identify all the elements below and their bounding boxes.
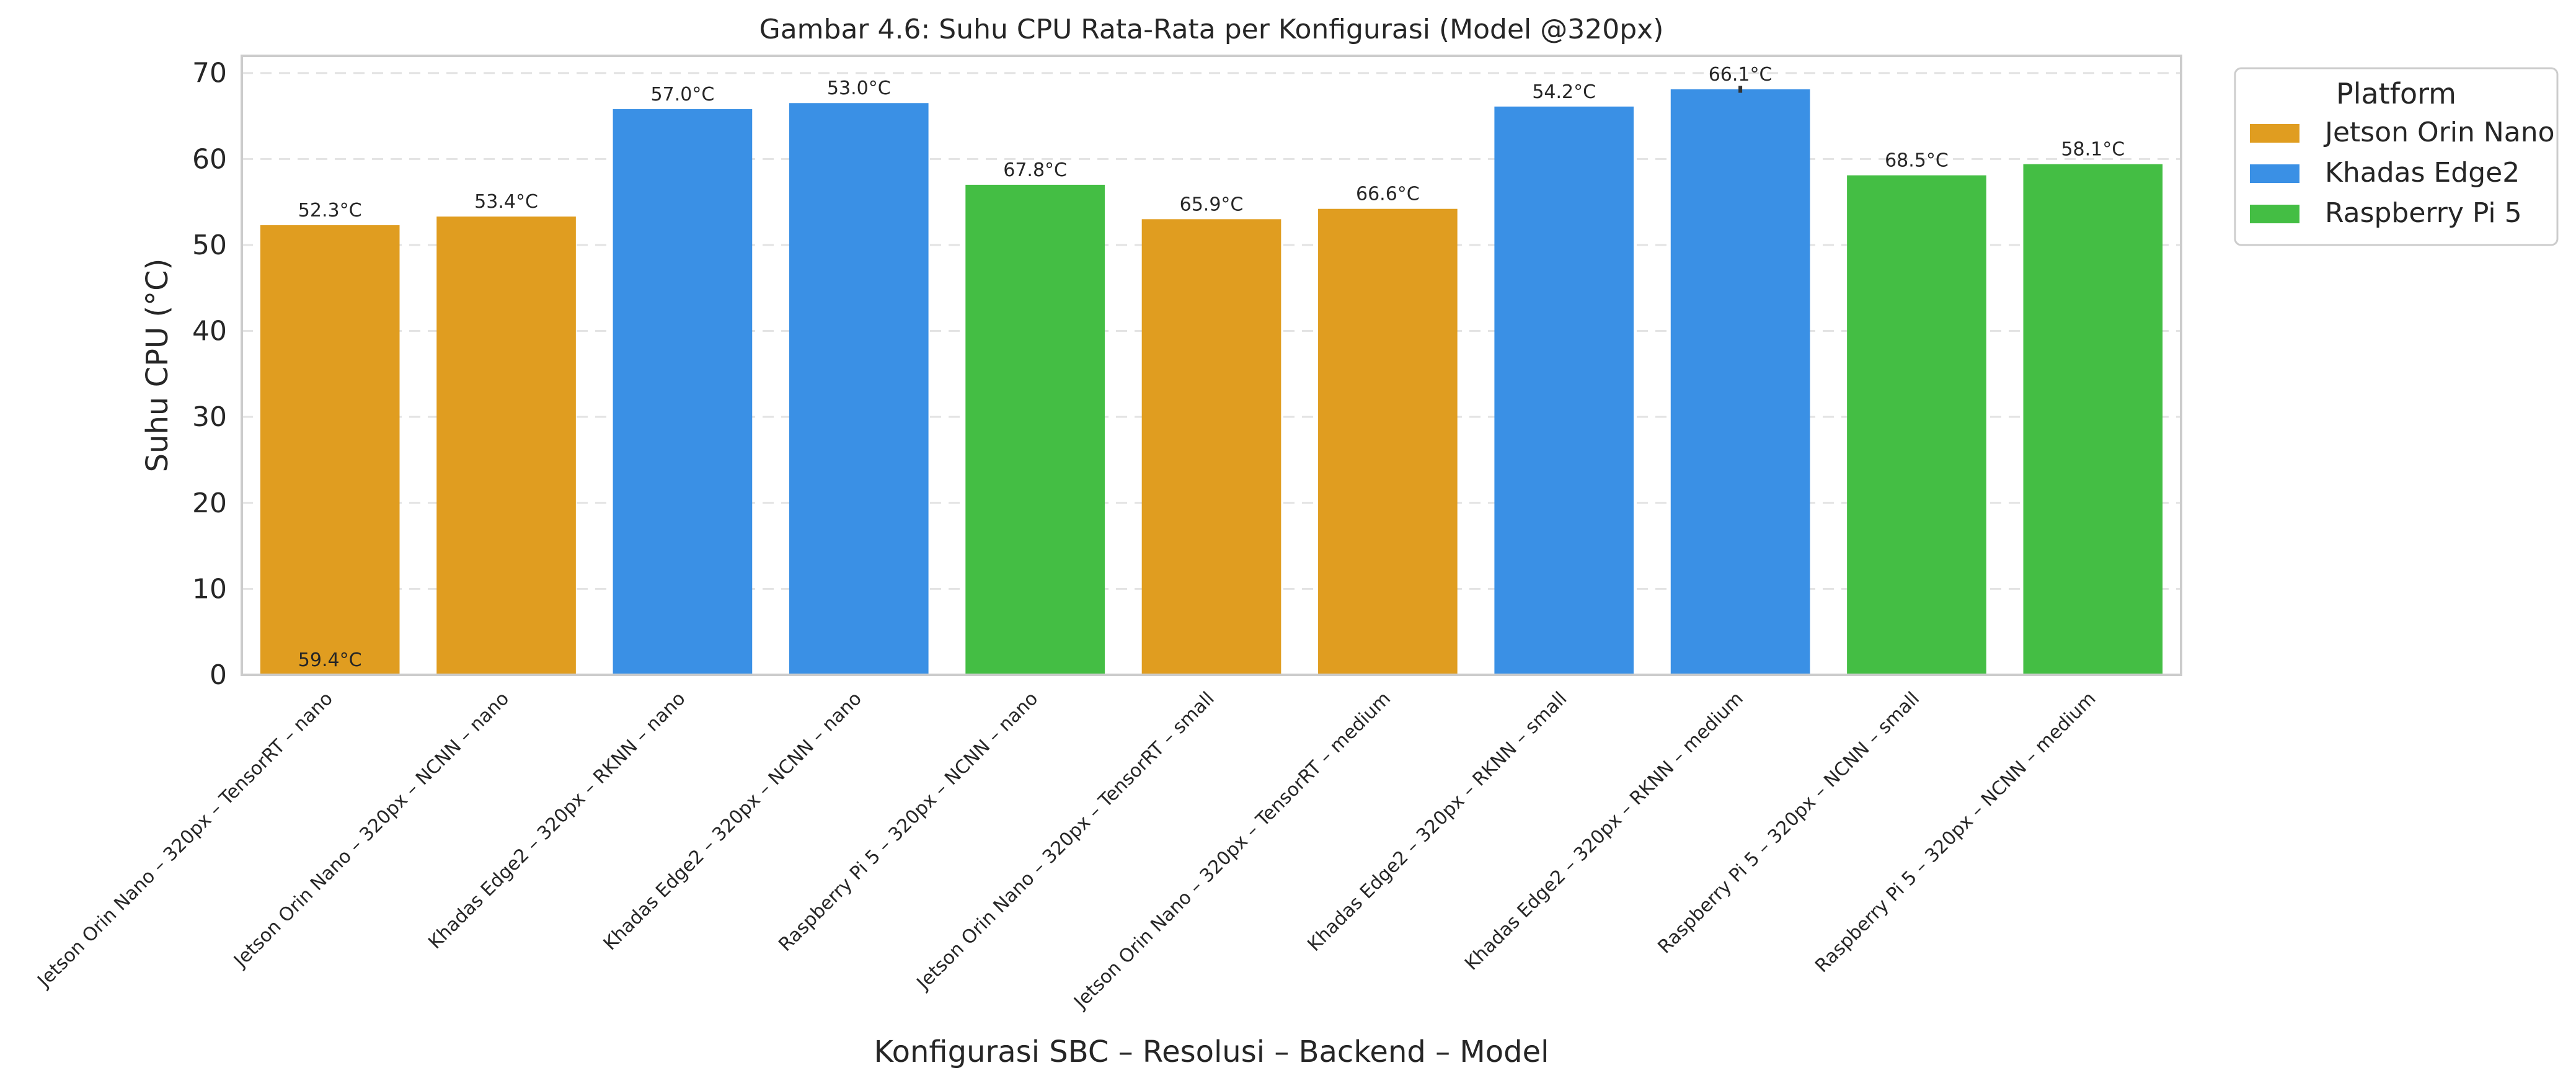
- bar-value-label: 67.8°C: [1003, 159, 1067, 181]
- chart-title: Gambar 4.6: Suhu CPU Rata-Rata per Konfi…: [759, 14, 1664, 45]
- bar: [1318, 208, 1458, 675]
- x-tick-label: Jetson Orin Nano – 320px – TensorRT – sm…: [912, 688, 1219, 995]
- bar: [1847, 175, 1986, 675]
- legend-title: Platform: [2336, 77, 2456, 110]
- legend-box: [2234, 67, 2559, 246]
- bar-value-label: 53.0°C: [827, 78, 891, 99]
- bar-value-label: 52.3°C: [298, 200, 362, 221]
- bar: [965, 184, 1105, 675]
- bar-value-label: 58.1°C: [2061, 139, 2125, 161]
- bar: [1670, 89, 1810, 675]
- y-tick-label: 70: [192, 58, 227, 89]
- y-tick-label: 30: [192, 401, 227, 433]
- legend-swatch: [2250, 124, 2299, 143]
- bar: [260, 225, 400, 675]
- bar: [1494, 106, 1634, 675]
- y-tick-label: 60: [192, 143, 227, 175]
- bar-value-label: 66.6°C: [1356, 184, 1420, 205]
- bar-value-label: 68.5°C: [1885, 150, 1949, 172]
- legend-entry-label: Khadas Edge2: [2325, 157, 2520, 189]
- y-axis-label: Suhu CPU (°C): [140, 259, 175, 473]
- bar: [436, 216, 576, 675]
- bar: [789, 103, 929, 675]
- x-tick-label: Jetson Orin Nano – 320px – TensorRT – na…: [33, 688, 337, 992]
- legend-entry-label: Jetson Orin Nano: [2323, 117, 2555, 148]
- legend-swatch: [2250, 205, 2299, 223]
- annotation-label: 59.4°C: [298, 649, 362, 671]
- plot-frame: [241, 55, 2182, 676]
- bar: [613, 109, 753, 675]
- bar-value-label: 54.2°C: [1532, 81, 1596, 103]
- bar-value-label: 53.4°C: [474, 191, 538, 213]
- bar-value-label: 57.0°C: [651, 84, 715, 105]
- x-tick-label: Jetson Orin Nano – 320px – NCNN – nano: [229, 688, 513, 973]
- y-tick-label: 50: [192, 229, 227, 261]
- legend-entry-label: Raspberry Pi 5: [2325, 197, 2522, 229]
- x-tick-label: Raspberry Pi 5 – 320px – NCNN – medium: [1811, 688, 2100, 977]
- legend-swatch: [2250, 164, 2299, 183]
- x-tick-label: Khadas Edge2 – 320px – RKNN – medium: [1461, 688, 1748, 975]
- bar: [2023, 164, 2163, 675]
- bar-value-label: 66.1°C: [1709, 64, 1773, 86]
- y-tick-label: 0: [210, 659, 227, 691]
- y-tick-label: 40: [192, 316, 227, 347]
- x-tick-label: Jetson Orin Nano – 320px – TensorRT – me…: [1069, 688, 1395, 1014]
- y-tick-label: 10: [192, 573, 227, 605]
- bar: [1141, 219, 1281, 675]
- x-axis-label: Konfigurasi SBC – Resolusi – Backend – M…: [874, 1035, 1549, 1069]
- y-tick-label: 20: [192, 488, 227, 519]
- bar-value-label: 65.9°C: [1180, 194, 1244, 215]
